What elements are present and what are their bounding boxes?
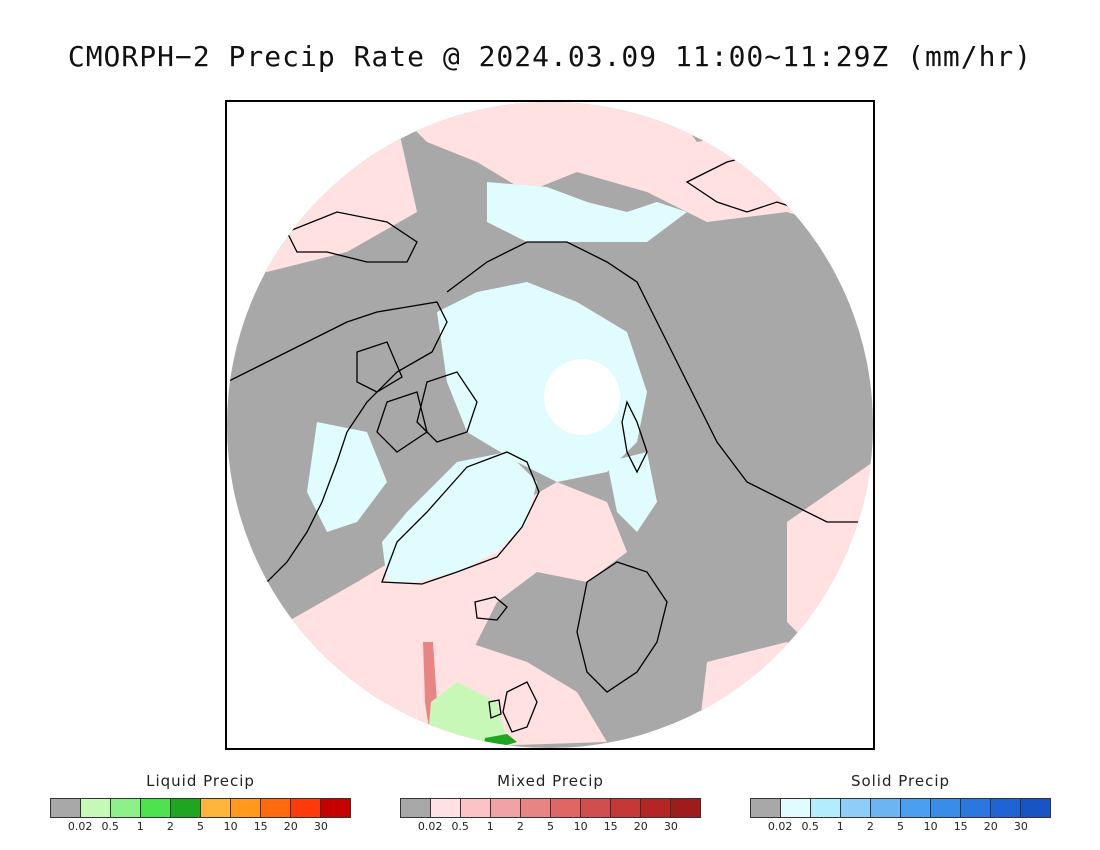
legend-solid-swatch (961, 799, 991, 817)
legend-solid-swatch (871, 799, 901, 817)
legend-mixed-swatches (400, 798, 701, 818)
solid-precip-greenland (382, 452, 537, 582)
legend-liquid-tick: 10 (223, 820, 238, 833)
legend-mixed-swatch (611, 799, 641, 817)
coastline-eurasia (446, 241, 873, 523)
legend-mixed-swatch (521, 799, 551, 817)
legend-mixed-tick: 5 (547, 820, 554, 833)
legend-liquid-swatch (201, 799, 231, 817)
legend-mixed-swatch (401, 799, 431, 817)
legend-liquid-swatch (81, 799, 111, 817)
legend-mixed-tick: 15 (603, 820, 618, 833)
legend-liquid-swatch (321, 799, 350, 817)
legend-solid-swatch (1021, 799, 1050, 817)
legend-liquid: Liquid Precip 0.02 0.5 1 2 5 10 15 20 30 (50, 772, 351, 834)
legend-mixed-swatch (461, 799, 491, 817)
legend-liquid-swatches (50, 798, 351, 818)
legend-liquid-swatch (231, 799, 261, 817)
legend-solid-swatch (811, 799, 841, 817)
legend-solid-tick: 10 (923, 820, 938, 833)
coastline-scandinavia (576, 561, 668, 693)
legend-liquid-swatch (111, 799, 141, 817)
legend-solid: Solid Precip 0.02 0.5 1 2 5 10 15 20 30 (750, 772, 1051, 834)
legend-liquid-ticks: 0.02 0.5 1 2 5 10 15 20 30 (50, 818, 351, 834)
legend-solid-tick: 1 (836, 820, 844, 833)
legend-liquid-swatch (141, 799, 171, 817)
solid-precip-core (544, 359, 620, 435)
legend-mixed-ticks: 0.02 0.5 1 2 5 10 15 20 30 (400, 818, 701, 834)
coastline-canadian-archipelago (356, 341, 478, 453)
legend-mixed-tick: 0.02 (417, 820, 443, 833)
legend-mixed-swatch (581, 799, 611, 817)
legend-liquid-swatch (261, 799, 291, 817)
legend-mixed-swatch (641, 799, 671, 817)
legend-mixed-swatch (431, 799, 461, 817)
legend-liquid-tick: 5 (197, 820, 204, 833)
legend-solid-title: Solid Precip (850, 772, 951, 790)
legend-mixed-tick: 1 (486, 820, 494, 833)
legend-liquid-tick: 15 (253, 820, 268, 833)
legend-mixed-tick: 10 (573, 820, 588, 833)
legend-mixed-swatch (491, 799, 521, 817)
legend-mixed-swatch (671, 799, 700, 817)
solid-precip-north-siberia (487, 182, 687, 242)
legend-solid-tick: 0.5 (801, 820, 819, 833)
polar-map (225, 100, 875, 750)
legend-solid-tick: 20 (983, 820, 998, 833)
legend-liquid-tick: 20 (283, 820, 298, 833)
page-title: CMORPH−2 Precip Rate @ 2024.03.09 11:00~… (67, 40, 1033, 73)
legend-mixed-swatch (551, 799, 581, 817)
legend-solid-swatch (841, 799, 871, 817)
coastline-north-america (227, 301, 448, 583)
legend-mixed-title: Mixed Precip (497, 772, 604, 790)
solid-precip-labrador (307, 422, 387, 532)
coastline-iceland (474, 596, 508, 621)
legend-solid-tick: 30 (1013, 820, 1028, 833)
coastline-novaya-zemlya (621, 400, 648, 474)
legend-solid-tick: 2 (866, 820, 874, 833)
legend-solid-swatches (750, 798, 1051, 818)
legend-liquid-tick: 0.02 (67, 820, 93, 833)
legend-mixed-tick: 0.5 (451, 820, 469, 833)
legend-mixed-tick: 2 (516, 820, 524, 833)
legend-solid-tick: 15 (953, 820, 968, 833)
coastline-british-isles (488, 681, 538, 733)
solid-precip-scandinavia-band (607, 452, 657, 532)
coastline-greenland (381, 451, 540, 585)
legend-liquid-tick: 2 (166, 820, 174, 833)
legend-mixed-tick: 30 (663, 820, 678, 833)
legend-mixed: Mixed Precip 0.02 0.5 1 2 5 10 15 20 30 (400, 772, 701, 834)
mixed-precip-atlantic (287, 482, 627, 722)
legend-solid-swatch (991, 799, 1021, 817)
legend-liquid-swatch (171, 799, 201, 817)
legend-solid-swatch (751, 799, 781, 817)
legend-liquid-swatch (51, 799, 81, 817)
legend-solid-swatch (931, 799, 961, 817)
legend-solid-ticks: 0.02 0.5 1 2 5 10 15 20 30 (750, 818, 1051, 834)
legend-solid-swatch (781, 799, 811, 817)
mixed-precip-north-pacific (387, 102, 847, 232)
coastline-alaska (286, 211, 418, 263)
legend-liquid-title: Liquid Precip (146, 772, 255, 790)
legend-liquid-swatch (291, 799, 321, 817)
legend-solid-swatch (901, 799, 931, 817)
legend-liquid-tick: 0.5 (101, 820, 119, 833)
legend-liquid-tick: 30 (313, 820, 328, 833)
legend-solid-tick: 0.02 (767, 820, 793, 833)
legend-solid-tick: 5 (897, 820, 904, 833)
legend-liquid-tick: 1 (136, 820, 144, 833)
legend-mixed-tick: 20 (633, 820, 648, 833)
